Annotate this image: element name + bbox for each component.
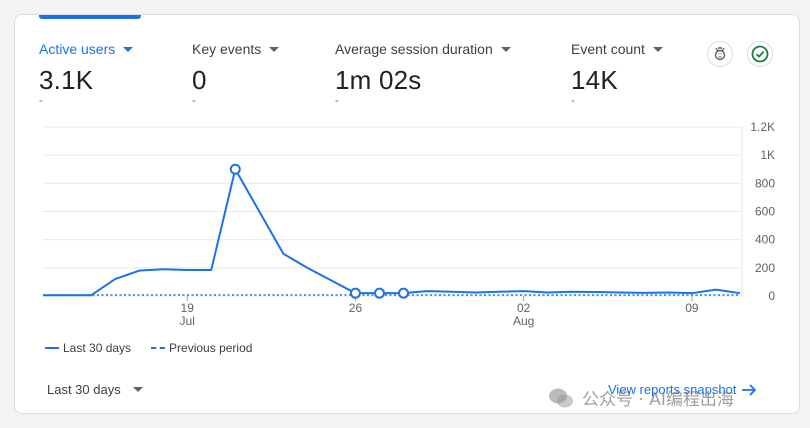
metric-label: Key events [192, 41, 262, 57]
caret-down-icon[interactable] [500, 46, 511, 52]
metric-value: 14K [571, 65, 618, 95]
x-tick-label: 26 [349, 301, 363, 315]
view-reports-snapshot-link[interactable]: View reports snapshot [608, 382, 758, 397]
metric-event-count[interactable]: Event count 14K - [571, 41, 663, 107]
x-tick-month-label: Jul [180, 314, 195, 328]
legend-label: Previous period [169, 341, 253, 355]
chart-legend: Last 30 days Previous period [45, 341, 272, 355]
caret-down-icon[interactable] [123, 46, 134, 52]
metric-comparison: - [39, 95, 43, 107]
y-tick-label: 400 [755, 233, 775, 247]
data-point-marker [229, 163, 241, 175]
insights-button[interactable] [707, 41, 733, 67]
legend-item-previous[interactable]: Previous period [151, 341, 252, 355]
active-metric-indicator [39, 15, 141, 19]
metric-key-events[interactable]: Key events 0 - [192, 41, 280, 107]
legend-item-current[interactable]: Last 30 days [45, 341, 131, 355]
watermark: 公众号 · AI编程出海 [548, 385, 734, 410]
status-check-button[interactable] [747, 41, 773, 67]
metric-avg-session-duration[interactable]: Average session duration 1m 02s - [335, 41, 511, 107]
caret-down-icon[interactable] [269, 46, 280, 52]
data-point-marker [373, 287, 385, 299]
metric-value: 0 [192, 65, 207, 95]
metric-comparison: - [192, 95, 196, 107]
metric-value: 1m 02s [335, 65, 422, 95]
wechat-logo-icon [549, 388, 573, 407]
caret-down-icon[interactable] [652, 46, 663, 52]
series-last-30-days-line [43, 168, 741, 297]
y-tick-label: 200 [755, 261, 775, 275]
metric-label: Active users [39, 41, 116, 57]
metric-label: Average session duration [335, 41, 493, 57]
y-tick-label: 1.2K [750, 120, 775, 134]
caret-down-icon [132, 387, 143, 392]
x-tick-label: 09 [685, 301, 699, 315]
date-range-label: Last 30 days [47, 382, 121, 397]
y-tick-label: 800 [755, 176, 775, 190]
metric-label: Event count [571, 41, 645, 57]
y-tick-label: 0 [768, 289, 775, 303]
metric-comparison: - [335, 95, 339, 107]
y-tick-label: 600 [755, 205, 775, 219]
metric-active-users[interactable]: Active users 3.1K - [39, 41, 134, 107]
link-label: View reports snapshot [608, 382, 737, 397]
metric-value: 3.1K [39, 65, 94, 95]
date-range-selector[interactable]: Last 30 days [47, 382, 143, 397]
y-tick-label: 1K [760, 148, 775, 162]
x-tick-month-label: Aug [513, 314, 534, 328]
insights-icon [714, 47, 726, 61]
arrow-right-icon [742, 383, 757, 396]
data-point-marker [349, 287, 361, 299]
watermark-text: 公众号 · AI编程出海 [582, 390, 734, 410]
legend-swatch-dashed [151, 347, 166, 349]
legend-label: Last 30 days [63, 341, 132, 355]
metric-comparison: - [571, 95, 575, 107]
overview-card: Active users 3.1K - Key events 0 - Avera… [14, 14, 800, 414]
data-point-marker [398, 287, 410, 299]
x-tick-label: 19 [181, 301, 195, 315]
legend-swatch-solid [45, 347, 59, 349]
check-circle-icon [751, 45, 769, 63]
x-tick-label: 02 [517, 301, 531, 315]
